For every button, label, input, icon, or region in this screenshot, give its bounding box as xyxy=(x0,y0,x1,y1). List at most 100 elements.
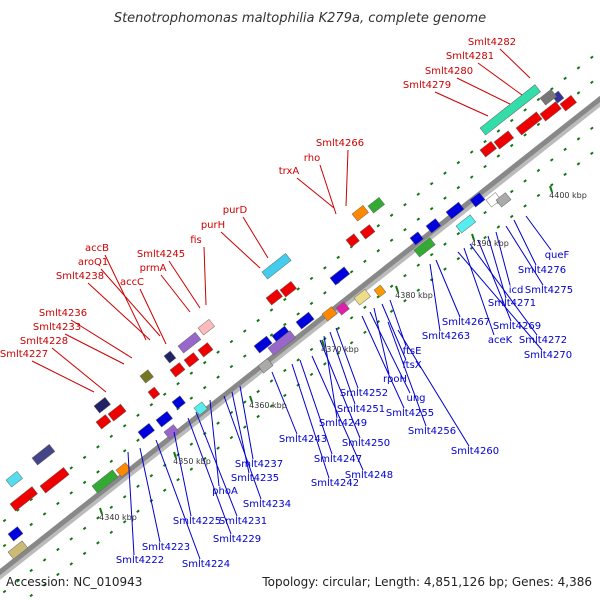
gene-block-23 xyxy=(95,414,112,430)
gene-label-smlt4276[interactable]: Smlt4276 xyxy=(518,265,566,276)
gene-label-quef[interactable]: queF xyxy=(545,250,570,261)
gene-block-11 xyxy=(367,196,385,214)
gene-block-1 xyxy=(539,101,562,122)
gene-block-27 xyxy=(9,486,38,512)
tick-mark-4370-kbp xyxy=(321,339,325,347)
leader-smlt4222 xyxy=(127,451,135,556)
gene-label-smlt4269[interactable]: Smlt4269 xyxy=(493,321,541,332)
gene-block-25 xyxy=(139,369,154,384)
gene-label-trxa[interactable]: trxA xyxy=(279,166,300,177)
leader-smlt4245 xyxy=(168,260,201,309)
tick-label-4400-kbp: 4400 kbp xyxy=(549,191,587,200)
gene-label-smlt4235[interactable]: Smlt4235 xyxy=(231,473,279,484)
gene-label-smlt4272[interactable]: Smlt4272 xyxy=(519,335,567,346)
gene-label-smlt4222[interactable]: Smlt4222 xyxy=(116,555,164,566)
gene-block-16 xyxy=(183,352,200,368)
gene-label-smlt4255[interactable]: Smlt4255 xyxy=(386,408,434,419)
gene-label-smlt4223[interactable]: Smlt4223 xyxy=(142,542,190,553)
gene-label-aroq1[interactable]: aroQ1 xyxy=(78,257,108,268)
gene-block-13 xyxy=(265,288,283,306)
gene-block-12 xyxy=(279,280,297,298)
gene-label-smlt4282[interactable]: Smlt4282 xyxy=(468,37,516,48)
label-leaders xyxy=(31,48,552,560)
gene-label-smlt4270[interactable]: Smlt4270 xyxy=(524,350,572,361)
gene-label-icd[interactable]: icd xyxy=(509,285,524,296)
tick-label-4370-kbp: 4370 kbp xyxy=(321,345,359,354)
gene-label-purh[interactable]: purH xyxy=(201,220,225,231)
gene-label-smlt4260[interactable]: Smlt4260 xyxy=(451,446,499,457)
gene-block-35 xyxy=(495,192,512,208)
tick-label-4340-kbp: 4340 kbp xyxy=(99,513,137,522)
leader-smlt4224 xyxy=(155,439,201,560)
gene-label-smlt4266[interactable]: Smlt4266 xyxy=(316,138,364,149)
leader-smlt4231 xyxy=(195,411,238,517)
leader-smlt4243 xyxy=(271,371,298,435)
gene-label-smlt4224[interactable]: Smlt4224 xyxy=(182,559,230,570)
gene-label-smlt4234[interactable]: Smlt4234 xyxy=(243,499,291,510)
leader-smlt4267 xyxy=(435,259,461,318)
gene-label-smlt4227[interactable]: Smlt4227 xyxy=(0,349,48,360)
leader-smlt4228 xyxy=(51,347,107,393)
gene-label-rpoh[interactable]: rpoH xyxy=(383,374,407,385)
gene-block-26 xyxy=(39,467,70,494)
gene-label-smlt4237[interactable]: Smlt4237 xyxy=(235,459,283,470)
gene-label-smlt4249[interactable]: Smlt4249 xyxy=(319,418,367,429)
leader-aroq1 xyxy=(100,268,161,337)
gene-label-accb[interactable]: accB xyxy=(85,243,109,254)
gene-block-29 xyxy=(5,470,23,488)
gene-label-smlt4271[interactable]: Smlt4271 xyxy=(488,298,536,309)
leader-fis xyxy=(203,246,207,306)
gene-block-4 xyxy=(479,140,497,158)
gene-label-smlt4275[interactable]: Smlt4275 xyxy=(525,285,573,296)
gene-label-smlt4231[interactable]: Smlt4231 xyxy=(219,516,267,527)
gene-label-smlt4225[interactable]: Smlt4225 xyxy=(173,516,221,527)
gene-label-purd[interactable]: purD xyxy=(223,205,248,216)
gene-label-smlt4242[interactable]: Smlt4242 xyxy=(311,478,359,489)
gene-label-smlt4281[interactable]: Smlt4281 xyxy=(446,51,494,62)
backbone xyxy=(0,95,600,576)
gene-label-smlt4256[interactable]: Smlt4256 xyxy=(408,426,456,437)
gene-label-smlt4250[interactable]: Smlt4250 xyxy=(342,438,390,449)
gene-label-ung[interactable]: ung xyxy=(406,393,425,404)
leader-smlt4270 xyxy=(457,251,543,351)
gene-label-smlt4248[interactable]: Smlt4248 xyxy=(345,470,393,481)
gene-label-smlt4245[interactable]: Smlt4245 xyxy=(137,249,185,260)
gene-block-53 xyxy=(91,469,119,494)
gene-block-22 xyxy=(107,403,127,422)
gene-block-14 xyxy=(261,253,292,280)
gene-label-ftsx[interactable]: ftsX xyxy=(402,360,421,371)
gene-label-smlt4236[interactable]: Smlt4236 xyxy=(39,308,87,319)
gene-label-ftse[interactable]: ftsE xyxy=(403,346,422,357)
gene-label-smlt4263[interactable]: Smlt4263 xyxy=(422,331,470,342)
leader-smlt4238 xyxy=(87,282,151,341)
gene-label-smlt4251[interactable]: Smlt4251 xyxy=(337,404,385,415)
gene-block-45 xyxy=(335,301,350,316)
leader-rpoh xyxy=(373,307,390,375)
gene-label-smlt4243[interactable]: Smlt4243 xyxy=(279,434,327,445)
gene-label-prma[interactable]: prmA xyxy=(140,263,167,274)
gene-block-32 xyxy=(445,201,465,220)
gene-block-8 xyxy=(359,224,376,240)
gene-label-smlt4279[interactable]: Smlt4279 xyxy=(403,80,451,91)
leader-smlt4281 xyxy=(477,62,523,96)
gene-label-smlt4228[interactable]: Smlt4228 xyxy=(20,336,68,347)
gene-label-smlt4233[interactable]: Smlt4233 xyxy=(33,322,81,333)
gene-label-smlt4280[interactable]: Smlt4280 xyxy=(425,66,473,77)
gene-label-rho[interactable]: rho xyxy=(304,153,320,164)
leader-smlt4260 xyxy=(397,329,470,447)
leader-smlt4233 xyxy=(64,333,125,365)
gene-label-smlt4238[interactable]: Smlt4238 xyxy=(56,271,104,282)
gene-block-48 xyxy=(137,422,155,440)
leader-smlt4272 xyxy=(469,243,538,336)
gene-block-31 xyxy=(425,218,442,234)
gene-label-fis[interactable]: fis xyxy=(190,235,202,246)
gene-label-smlt4229[interactable]: Smlt4229 xyxy=(213,534,261,545)
gene-label-accc[interactable]: accC xyxy=(120,277,144,288)
gene-label-smlt4247[interactable]: Smlt4247 xyxy=(314,454,362,465)
gene-label-phoa[interactable]: phoA xyxy=(212,486,238,497)
gene-label-smlt4252[interactable]: Smlt4252 xyxy=(340,388,388,399)
gene-label-acek[interactable]: aceK xyxy=(488,335,513,346)
guide-outer-bottom xyxy=(23,145,600,600)
gene-label-smlt4267[interactable]: Smlt4267 xyxy=(442,317,490,328)
